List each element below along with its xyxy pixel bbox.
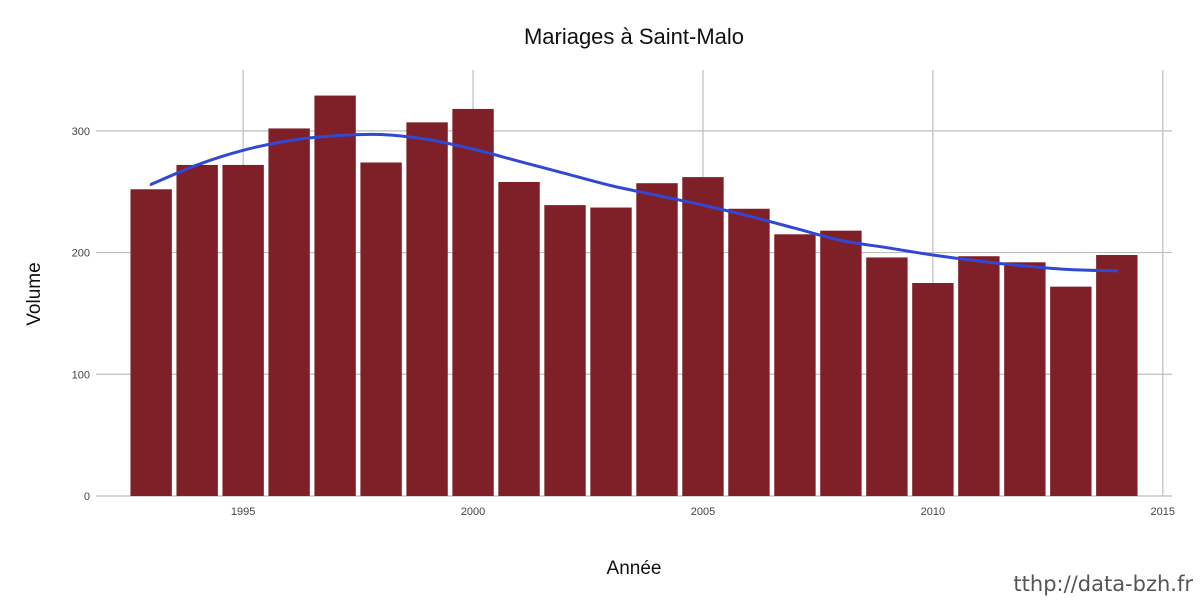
x-tick-label: 2010 [921, 506, 945, 518]
x-tick-label: 2005 [691, 506, 715, 518]
y-tick-label: 200 [72, 248, 90, 260]
bar [728, 208, 770, 497]
bar [1004, 262, 1046, 496]
bar [636, 183, 678, 497]
bar [314, 95, 356, 496]
y-tick-label: 0 [84, 491, 90, 503]
y-tick-label: 300 [72, 126, 90, 138]
bar [222, 164, 264, 497]
bar [866, 257, 908, 496]
bar [820, 230, 862, 497]
x-tick-label: 2000 [461, 506, 485, 518]
bar [774, 234, 816, 497]
bar [958, 256, 1000, 496]
bar [360, 162, 402, 496]
smooth-trend-line [149, 132, 1119, 273]
bar [452, 108, 494, 496]
bar [498, 181, 540, 496]
chart-title: Mariages à Saint-Malo [524, 24, 744, 49]
bar [544, 205, 586, 497]
watermark-text: tthp://data-bzh.fr [1013, 572, 1193, 596]
x-tick-label: 1995 [231, 506, 255, 518]
bar [176, 164, 218, 497]
bar [1050, 286, 1092, 496]
y-tick-label: 100 [72, 369, 90, 381]
bar [682, 177, 724, 496]
bar-layer [130, 95, 1138, 497]
bar [912, 283, 954, 496]
smooth-layer [149, 132, 1119, 273]
bar [130, 189, 172, 496]
x-axis-title: Année [607, 558, 662, 579]
bar [268, 128, 310, 496]
y-axis-title: Volume [24, 262, 45, 325]
bar [590, 207, 632, 496]
x-tick-label: 2015 [1151, 506, 1175, 518]
tick-layer: 0 100 200 300 1995 2000 2005 2010 2015 [72, 126, 1175, 518]
bar [406, 122, 448, 496]
bar [1096, 255, 1138, 496]
